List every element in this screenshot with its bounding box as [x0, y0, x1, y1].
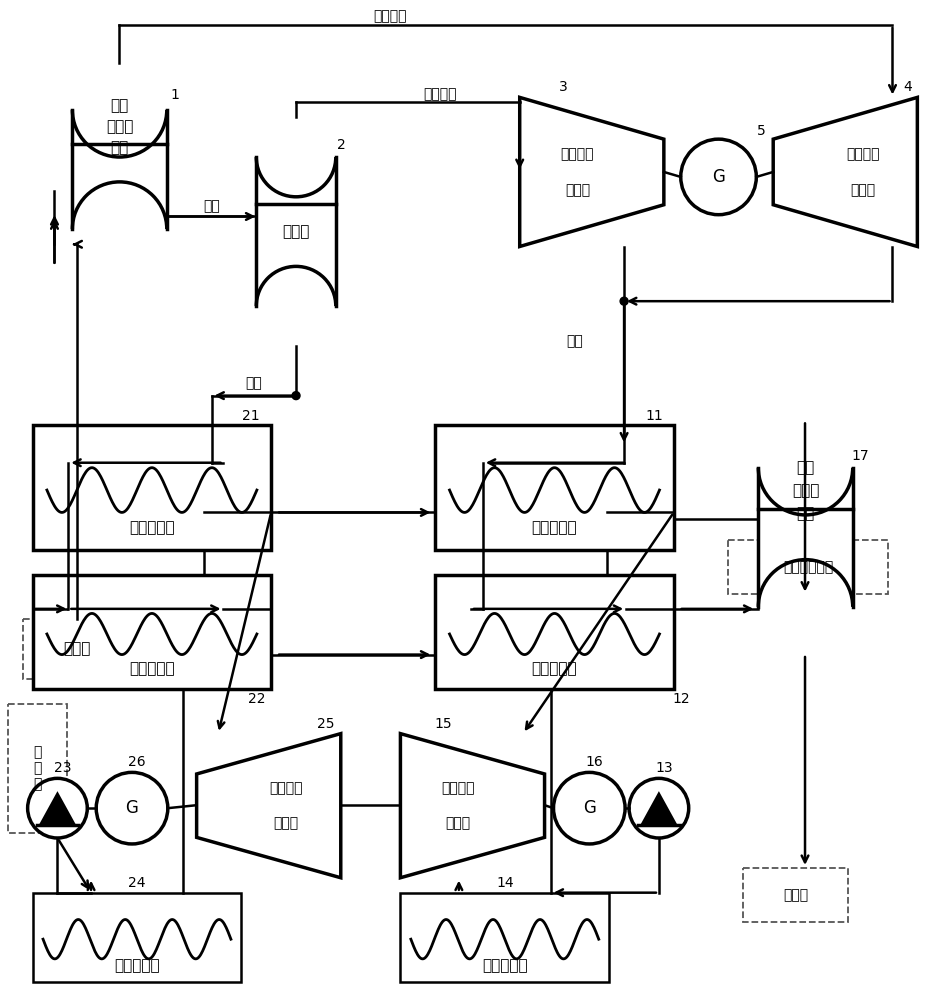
Bar [33, 893, 241, 982]
FancyBboxPatch shape [73, 110, 167, 229]
Text: 第二蒸发器: 第二蒸发器 [129, 520, 174, 535]
Text: 离器: 离器 [110, 141, 129, 156]
Bar [23, 619, 132, 679]
Text: 放空或者回灌: 放空或者回灌 [783, 560, 833, 574]
Bar [743, 868, 848, 922]
Text: 膨胀机: 膨胀机 [446, 816, 471, 830]
Text: 第二螺杆: 第二螺杆 [269, 781, 302, 795]
Bar [33, 575, 271, 689]
Text: 14: 14 [496, 876, 513, 890]
Circle shape [620, 297, 628, 305]
Circle shape [554, 772, 625, 844]
FancyBboxPatch shape [256, 157, 335, 306]
Text: 2: 2 [337, 138, 346, 152]
Polygon shape [197, 734, 341, 878]
Text: 卤水: 卤水 [245, 377, 262, 391]
Text: 蒸汽: 蒸汽 [566, 334, 583, 348]
Polygon shape [773, 97, 918, 247]
Polygon shape [520, 97, 664, 247]
FancyBboxPatch shape [758, 468, 853, 607]
Polygon shape [642, 795, 675, 825]
Text: G: G [583, 799, 595, 817]
Text: 第一预热器: 第一预热器 [531, 661, 577, 676]
Text: 第一螺杆: 第一螺杆 [441, 781, 475, 795]
Text: G: G [125, 799, 138, 817]
Text: 13: 13 [655, 761, 673, 775]
Text: 23: 23 [54, 761, 72, 775]
Bar [33, 425, 271, 550]
Bar [8, 704, 68, 833]
Text: 3: 3 [559, 80, 567, 94]
Text: 离器: 离器 [796, 506, 815, 521]
Text: 膨胀机: 膨胀机 [273, 816, 299, 830]
Text: 卤水: 卤水 [203, 200, 219, 214]
Text: 22: 22 [248, 692, 265, 706]
Circle shape [292, 392, 300, 400]
Text: 第二冷凝器: 第二冷凝器 [114, 959, 160, 974]
Circle shape [629, 778, 689, 838]
Text: 第一: 第一 [796, 460, 815, 475]
Text: 1: 1 [171, 88, 179, 102]
Text: 24: 24 [128, 876, 146, 890]
Text: 26: 26 [128, 755, 146, 769]
Circle shape [96, 772, 168, 844]
Text: 饱和蒸汽: 饱和蒸汽 [424, 87, 457, 101]
Text: 第一冷凝器: 第一冷凝器 [482, 959, 528, 974]
Text: 回灌井: 回灌井 [783, 888, 808, 902]
Text: 16: 16 [585, 755, 603, 769]
Bar [435, 575, 674, 689]
Bar [400, 893, 609, 982]
Text: 15: 15 [435, 717, 452, 731]
Text: 膨胀机: 膨胀机 [850, 183, 875, 197]
Text: 21: 21 [242, 409, 260, 423]
Text: 5: 5 [757, 124, 766, 138]
Text: 25: 25 [317, 717, 334, 731]
Text: 第四螺杆: 第四螺杆 [846, 147, 879, 161]
Bar [435, 425, 674, 550]
Text: 闪蒸罐: 闪蒸罐 [283, 224, 310, 239]
Text: 第三螺杆: 第三螺杆 [560, 147, 594, 161]
Text: 11: 11 [645, 409, 663, 423]
Circle shape [27, 778, 88, 838]
Circle shape [681, 139, 756, 215]
Text: 第一蒸发器: 第一蒸发器 [531, 520, 577, 535]
Text: 回
灌
井: 回 灌 井 [33, 745, 41, 792]
Text: G: G [712, 168, 725, 186]
Text: 气液分: 气液分 [106, 119, 133, 134]
Text: 12: 12 [673, 692, 690, 706]
Polygon shape [41, 795, 73, 825]
Text: 膨胀机: 膨胀机 [565, 183, 590, 197]
Text: 第二: 第二 [110, 98, 129, 113]
Text: 17: 17 [852, 449, 869, 463]
Text: 地热井: 地热井 [64, 642, 91, 657]
Text: 4: 4 [903, 80, 912, 94]
Text: 饱和蒸汽: 饱和蒸汽 [374, 9, 407, 23]
Text: 气液分: 气液分 [792, 483, 820, 498]
Text: 第二预热器: 第二预热器 [129, 661, 174, 676]
Polygon shape [400, 734, 544, 878]
Bar [728, 540, 887, 594]
